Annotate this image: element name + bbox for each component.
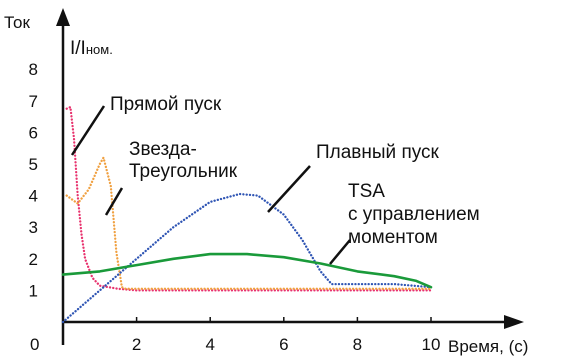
series-label-line: TSA [348,181,385,202]
x-tick-label: 8 [353,335,362,354]
y-tick-label: 6 [29,123,38,142]
origin-label: 0 [30,335,39,354]
y-tick-label: 2 [29,250,38,269]
series-label-line: с управлением [348,204,480,225]
series-line-3 [61,252,433,289]
y-axis-unit-main: I/I [70,38,86,59]
x-tick-label: 4 [205,335,214,354]
series-line-0 [65,105,433,292]
x-axis-arrow [504,315,524,329]
series-line-2 [61,192,433,324]
series-label-line: Плавный пуск [316,142,440,163]
annotations: Прямой пуск Звезда-Треугольник Плавный пус… [70,94,480,265]
x-tick-label: 2 [132,335,141,354]
y-axis-unit-sub: ном. [86,42,113,57]
series-label-line: Прямой пуск [110,94,222,115]
y-axis-unit-label: I/Iном. [70,38,113,59]
leader-line [329,239,351,265]
leader-line [104,187,124,216]
y-axis-arrow [56,8,70,26]
series-label: TSA с управлением моментом [348,181,480,248]
series-label-line: моментом [348,227,438,248]
y-axis-label: Ток [4,13,31,32]
y-tick-label: 7 [29,92,38,111]
x-tick-label: 6 [279,335,288,354]
series-label-line: Треугольник [129,161,238,182]
y-tick-label: 3 [29,218,38,237]
x-axis-label: Время, (с) [448,337,528,356]
axes [56,8,524,345]
x-tick-label: 10 [422,335,441,354]
series-label: Прямой пуск [110,94,222,115]
series-label: Плавный пуск [316,142,440,163]
series-label-line: Звезда- [129,139,197,160]
series-label: Звезда-Треугольник [129,139,238,182]
leader-line [267,165,311,213]
series-group [61,105,433,324]
leader-line [70,105,106,156]
y-tick-label: 4 [29,187,38,206]
y-tick-label: 5 [29,155,38,174]
series-line-1 [65,156,433,290]
y-tick-label: 1 [29,281,38,300]
y-tick-label: 8 [29,60,38,79]
